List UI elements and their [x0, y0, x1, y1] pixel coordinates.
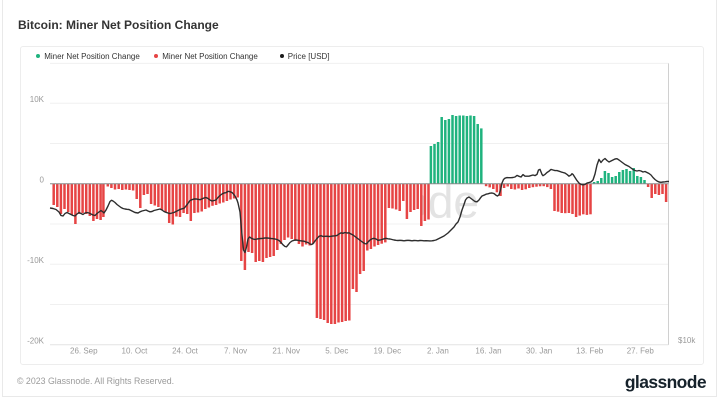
svg-text:30. Jan: 30. Jan: [526, 346, 552, 355]
svg-text:10K: 10K: [30, 95, 45, 104]
svg-text:27. Feb: 27. Feb: [627, 346, 655, 355]
svg-text:-10K: -10K: [27, 256, 45, 265]
svg-text:2. Jan: 2. Jan: [427, 346, 449, 355]
svg-text:26. Sep: 26. Sep: [70, 346, 98, 355]
svg-text:16. Jan: 16. Jan: [475, 346, 501, 355]
svg-text:13. Feb: 13. Feb: [576, 346, 604, 355]
svg-text:10. Oct: 10. Oct: [122, 346, 149, 355]
svg-text:0: 0: [40, 175, 45, 184]
svg-text:24. Oct: 24. Oct: [172, 346, 199, 355]
svg-text:21. Nov: 21. Nov: [272, 346, 300, 355]
svg-text:19. Dec: 19. Dec: [374, 346, 402, 355]
svg-text:5. Dec: 5. Dec: [325, 346, 348, 355]
svg-text:-20K: -20K: [27, 336, 45, 345]
svg-text:$10k: $10k: [678, 336, 696, 345]
svg-text:7. Nov: 7. Nov: [224, 346, 247, 355]
